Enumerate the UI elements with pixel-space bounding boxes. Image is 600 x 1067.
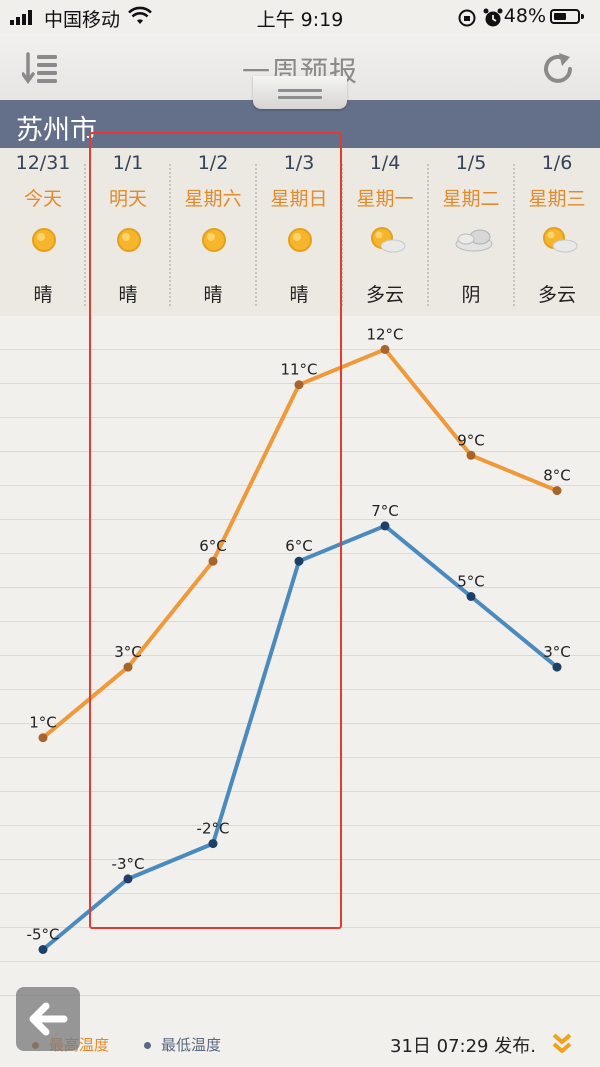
data-point <box>38 945 48 954</box>
day-column: 1/5 星期二 阴 <box>428 148 514 316</box>
day-name: 星期一 <box>356 188 414 210</box>
sunny-icon <box>202 228 226 252</box>
day-name: 今天 <box>23 188 62 210</box>
day-date: 1/2 <box>197 152 229 174</box>
footer: 最高温度 最低温度 31日 07:29 发布. <box>0 1024 600 1067</box>
carrier-name: 中国移动 <box>44 9 121 31</box>
data-point <box>294 556 304 566</box>
day-name: 星期日 <box>270 188 328 210</box>
sunny-icon <box>32 228 56 252</box>
overcast-icon <box>455 229 493 252</box>
wifi-icon <box>128 6 152 24</box>
battery-icon <box>550 9 584 24</box>
legend-low: 最低温度 <box>144 1034 221 1055</box>
day-date: 1/4 <box>369 152 401 174</box>
drawer-handle[interactable] <box>253 76 347 109</box>
data-label: 8°C <box>543 467 571 485</box>
day-weather: 晴 <box>289 284 309 306</box>
sunny-icon <box>288 228 312 252</box>
data-label: 12°C <box>366 325 403 343</box>
refresh-icon[interactable] <box>540 51 578 87</box>
data-label: 6°C <box>285 537 313 555</box>
temperature-chart: 1°C 3°C 6°C 11°C 12°C 9°C 8°C -5°C -3°C -2°C 6°C 7°… <box>27 325 571 954</box>
day-column: 1/6 星期三 多云 <box>514 148 600 316</box>
chevron-double-down-icon[interactable] <box>551 1032 573 1056</box>
alarm-icon <box>483 8 503 27</box>
data-label: 3°C <box>114 643 142 661</box>
day-date: 12/31 <box>15 152 71 174</box>
city-name: 苏州市 <box>16 115 97 146</box>
orientation-lock-icon <box>458 9 476 27</box>
data-point <box>208 556 218 566</box>
data-point <box>380 521 390 531</box>
signal-icon <box>10 9 38 25</box>
column-divider <box>255 164 257 306</box>
forecast-days: 12/31 今天 晴 1/1 明天 晴 1/2 星期六 晴 1/3 星期日 晴 … <box>0 148 600 316</box>
data-label: 6°C <box>199 537 227 555</box>
data-point <box>123 874 133 884</box>
day-name: 星期三 <box>528 188 586 210</box>
column-divider <box>169 164 171 306</box>
day-weather: 多云 <box>365 284 404 306</box>
data-label: -5°C <box>27 926 60 944</box>
day-column: 1/3 星期日 晴 <box>256 148 342 316</box>
day-column: 1/1 明天 晴 <box>85 148 171 316</box>
data-point <box>294 380 304 390</box>
back-button[interactable] <box>16 987 80 1051</box>
status-time: 上午 9:19 <box>256 9 344 31</box>
legend-low-label: 最低温度 <box>161 1036 222 1054</box>
legend-low-dot <box>144 1042 151 1049</box>
partly-cloudy-icon <box>543 227 578 253</box>
day-weather: 晴 <box>203 284 223 306</box>
data-label: 5°C <box>457 573 485 591</box>
day-date: 1/1 <box>112 152 144 174</box>
day-name: 星期二 <box>442 188 500 210</box>
day-name: 明天 <box>108 188 147 210</box>
partly-cloudy-icon <box>371 227 406 253</box>
data-label: -2°C <box>197 820 230 838</box>
day-column: 1/2 星期六 晴 <box>170 148 256 316</box>
day-column: 12/31 今天 晴 <box>0 148 86 316</box>
data-point <box>552 486 562 496</box>
battery-percent: 48% <box>503 5 546 27</box>
data-point <box>208 839 218 849</box>
data-label: 1°C <box>29 714 57 732</box>
publish-time: 31日 07:29 发布. <box>390 1036 536 1057</box>
data-label: -3°C <box>112 855 145 873</box>
day-weather: 多云 <box>537 284 576 306</box>
chart-background <box>0 316 600 1040</box>
list-menu-icon[interactable] <box>22 51 62 85</box>
column-divider <box>427 164 429 306</box>
data-point <box>466 592 476 601</box>
day-date: 1/5 <box>455 152 487 174</box>
day-name: 星期六 <box>184 188 242 210</box>
back-arrow-icon <box>29 1002 68 1036</box>
data-point <box>38 733 48 743</box>
data-label: 9°C <box>457 431 485 449</box>
status-bar: 中国移动 上午 9:19 48% <box>0 0 600 34</box>
day-weather: 阴 <box>461 284 481 306</box>
column-divider <box>513 164 515 306</box>
data-point <box>552 662 562 672</box>
day-weather: 晴 <box>118 284 138 306</box>
data-label: 7°C <box>371 502 399 520</box>
day-date: 1/3 <box>283 152 315 174</box>
sunny-icon <box>117 228 141 252</box>
data-point <box>466 450 476 460</box>
column-divider <box>341 164 343 306</box>
day-column: 1/4 星期一 多云 <box>342 148 428 316</box>
column-divider <box>84 164 86 306</box>
data-point <box>123 662 133 672</box>
data-label: 3°C <box>543 643 571 661</box>
data-label: 11°C <box>280 361 317 379</box>
day-weather: 晴 <box>33 284 53 306</box>
data-point <box>380 344 390 354</box>
day-date: 1/6 <box>541 152 573 174</box>
